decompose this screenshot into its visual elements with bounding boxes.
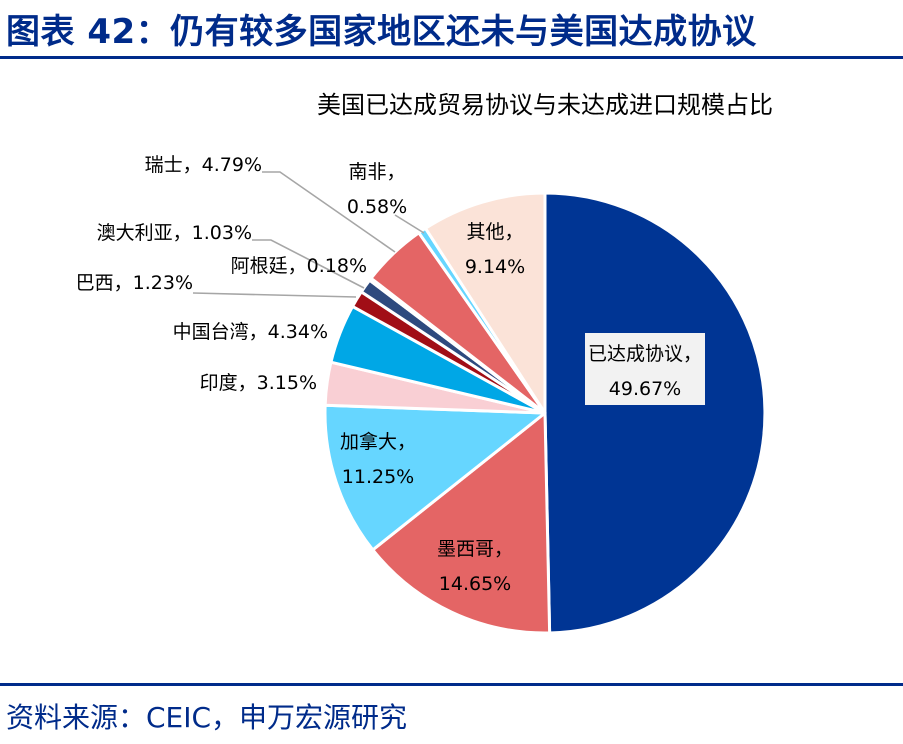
pie-slices bbox=[323, 191, 767, 635]
slice-labels: 已达成协议， 49.67% 墨西哥， 14.65% 加拿大， 11.25% 印度，3.15%… bbox=[76, 154, 705, 595]
pie-chart: 美国已达成贸易协议与未达成进口规模占比 已达成协议， 49.67% 墨西哥， 14.6… bbox=[76, 91, 773, 635]
slice-label: 阿根廷，0.18% bbox=[231, 255, 367, 277]
pie-slice bbox=[371, 411, 552, 635]
slice-label: 瑞士，4.79% bbox=[145, 154, 262, 176]
figure-header: 图表 42：仍有较多国家地区还未与美国达成协议 bbox=[0, 0, 903, 59]
label-background bbox=[585, 333, 705, 405]
figure-title: 图表 42：仍有较多国家地区还未与美国达成协议 bbox=[6, 12, 757, 52]
slice-label: 澳大利亚，1.03% bbox=[97, 222, 252, 244]
slice-label: 墨西哥， 14.65% bbox=[437, 538, 513, 595]
slice-label: 巴西，1.23% bbox=[76, 272, 193, 294]
slice-label: 印度，3.15% bbox=[200, 372, 317, 394]
header-divider bbox=[0, 56, 903, 59]
chart-title: 美国已达成贸易协议与未达成进口规模占比 bbox=[317, 91, 773, 119]
footer-divider bbox=[0, 683, 903, 686]
leader-lines bbox=[192, 171, 425, 298]
leader-line bbox=[252, 239, 365, 289]
leader-line bbox=[192, 292, 357, 298]
slice-label: 南非， 0.58% bbox=[347, 161, 407, 218]
leader-line bbox=[262, 171, 396, 253]
pie-slice bbox=[543, 191, 767, 635]
pie-slice bbox=[424, 191, 547, 415]
slice-label: 其他， 9.14% bbox=[465, 221, 525, 278]
leader-line bbox=[394, 214, 425, 234]
pie-slice bbox=[323, 403, 547, 552]
slice-label: 中国台湾，4.34% bbox=[173, 321, 328, 343]
source-note: 资料来源：CEIC，申万宏源研究 bbox=[6, 701, 408, 734]
slice-label: 加拿大， 11.25% bbox=[340, 430, 416, 488]
slice-label: 已达成协议， 49.67% bbox=[588, 343, 702, 400]
